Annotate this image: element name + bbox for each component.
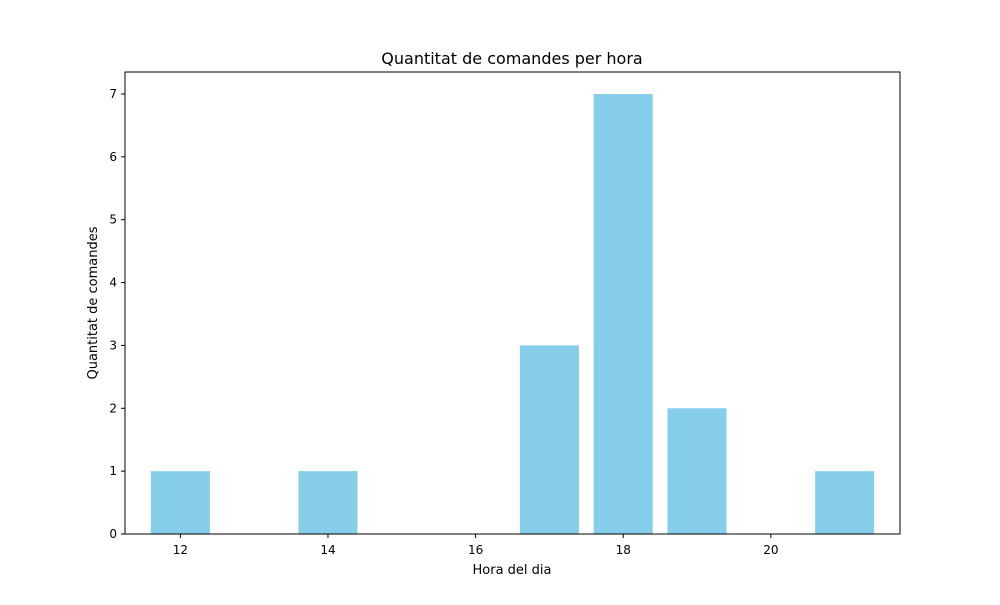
bar-19 <box>667 408 727 534</box>
x-tick-label: 20 <box>763 543 778 557</box>
y-tick-label: 5 <box>109 213 117 227</box>
bar-12 <box>150 471 210 534</box>
y-tick-label: 3 <box>109 338 117 352</box>
bar-17 <box>519 345 579 534</box>
y-tick-label: 1 <box>109 464 117 478</box>
x-tick-label: 14 <box>320 543 335 557</box>
chart-title: Quantitat de comandes per hora <box>381 49 642 68</box>
y-tick-label: 2 <box>109 401 117 415</box>
bar-18 <box>593 94 653 534</box>
bars-group <box>150 94 875 534</box>
x-tick-label: 16 <box>468 543 483 557</box>
x-tick-label: 18 <box>616 543 631 557</box>
bar-21 <box>815 471 875 534</box>
y-tick-label: 0 <box>109 527 117 541</box>
plot-frame <box>124 71 901 535</box>
x-axis-label: Hora del dia <box>473 563 552 578</box>
bar-14 <box>298 471 358 534</box>
x-tick-label: 12 <box>173 543 188 557</box>
y-tick-label: 6 <box>109 150 117 164</box>
y-axis-label: Quantitat de comandes <box>86 226 101 379</box>
y-ticks: 0 1 2 3 4 5 6 7 <box>109 87 125 541</box>
y-tick-label: 4 <box>109 276 117 290</box>
x-ticks: 12 14 16 18 20 <box>173 534 778 557</box>
y-tick-label: 7 <box>109 87 117 101</box>
